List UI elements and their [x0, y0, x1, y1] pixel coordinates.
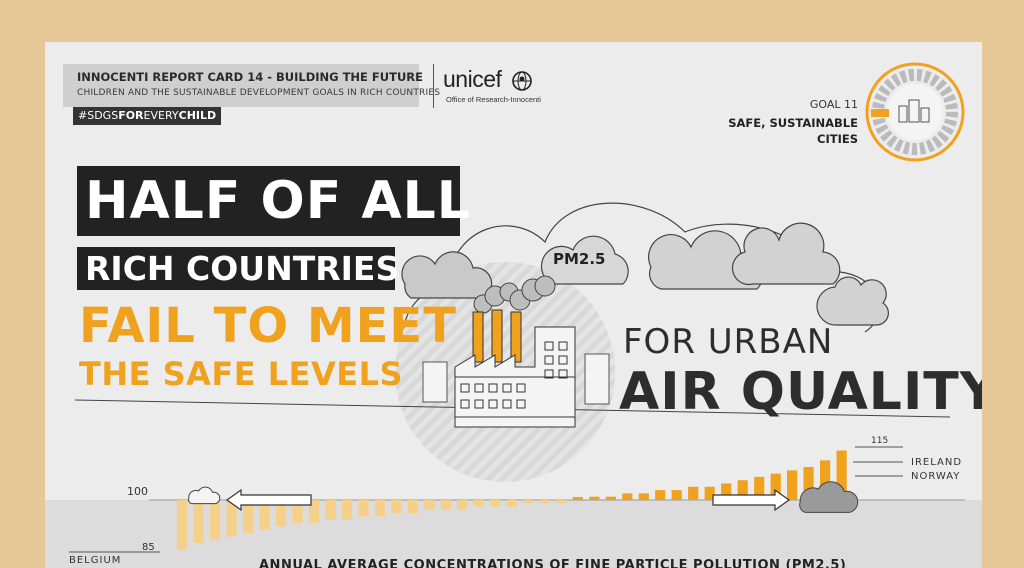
chart-bar [787, 470, 797, 500]
chart-bar [210, 500, 220, 540]
chart-bar [490, 500, 500, 507]
chart-bar [375, 500, 385, 517]
chart-bar [606, 497, 616, 500]
chart-bar [573, 497, 583, 500]
reference-label: 100 [127, 485, 148, 498]
chart-bar [556, 500, 566, 503]
chart-bar [342, 500, 352, 520]
cloud-small-icon [189, 487, 220, 503]
chart-bar [688, 487, 698, 500]
chart-bar [655, 490, 665, 500]
chart-bar [177, 500, 187, 550]
chart-bar [358, 500, 368, 517]
chart-bar [457, 500, 467, 510]
chart-title: ANNUAL AVERAGE CONCENTRATIONS OF FINE PA… [259, 558, 846, 568]
chart-bar [540, 500, 550, 503]
chart-bar [424, 500, 434, 510]
chart-bar [325, 500, 335, 520]
country-norway: NORWAY [911, 471, 960, 482]
chart-bar [194, 500, 204, 543]
chart-bar [474, 500, 484, 507]
max-value-label: 115 [871, 436, 888, 446]
chart-bar [672, 490, 682, 500]
min-value-label: 85 [142, 542, 155, 553]
chart-bar [523, 500, 533, 503]
pm-bar-chart [45, 42, 982, 568]
country-ireland: IRELAND [911, 457, 962, 468]
country-belgium: BELGIUM [69, 555, 121, 566]
chart-bar [408, 500, 418, 513]
chart-bar [441, 500, 451, 510]
chart-bar [622, 493, 632, 500]
infographic-sheet: INNOCENTI REPORT CARD 14 - BUILDING THE … [45, 42, 982, 568]
chart-bar [507, 500, 517, 507]
chart-bar [589, 497, 599, 500]
chart-bar [391, 500, 401, 513]
chart-bar [639, 493, 649, 500]
